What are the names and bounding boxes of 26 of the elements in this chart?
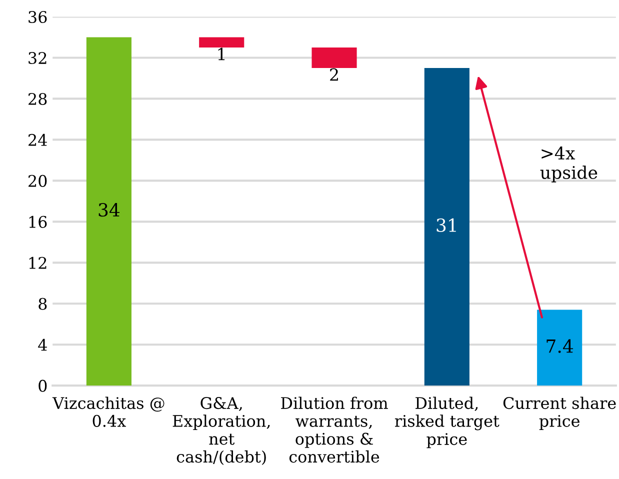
x-tick-label: Dilution from warrants, options & convertible xyxy=(281,396,388,463)
y-tick-label: 36 xyxy=(28,10,47,24)
data-label: 31 xyxy=(436,218,456,232)
x-tick-label: Current share price xyxy=(503,396,616,430)
y-tick-label: 24 xyxy=(28,134,47,146)
data-label: 1 xyxy=(218,48,225,60)
bar xyxy=(312,48,357,68)
bar xyxy=(86,37,132,386)
y-tick-label: 28 xyxy=(28,92,47,106)
y-tick-label: 12 xyxy=(29,256,46,269)
y-tick-label: 0 xyxy=(38,380,47,392)
x-tick-label: Vizcachitas @ 0.4x xyxy=(52,396,164,427)
y-tick-label: 4 xyxy=(38,338,47,351)
y-tick-label: 16 xyxy=(29,216,47,228)
bar xyxy=(537,310,582,386)
x-tick-label: G&A, Exploration, net cash/(debt) xyxy=(172,396,270,465)
y-tick-label: 20 xyxy=(28,174,47,187)
data-label: 34 xyxy=(98,203,120,217)
data-label: 2 xyxy=(330,68,338,81)
x-tick-label: Diluted, risked target price xyxy=(394,396,500,448)
data-label: 7.4 xyxy=(546,339,574,353)
bar xyxy=(424,68,470,386)
y-tick-label: 8 xyxy=(38,298,47,310)
annotation: >4x upside xyxy=(540,146,598,182)
y-tick-label: 32 xyxy=(28,52,46,64)
bar xyxy=(199,37,244,48)
